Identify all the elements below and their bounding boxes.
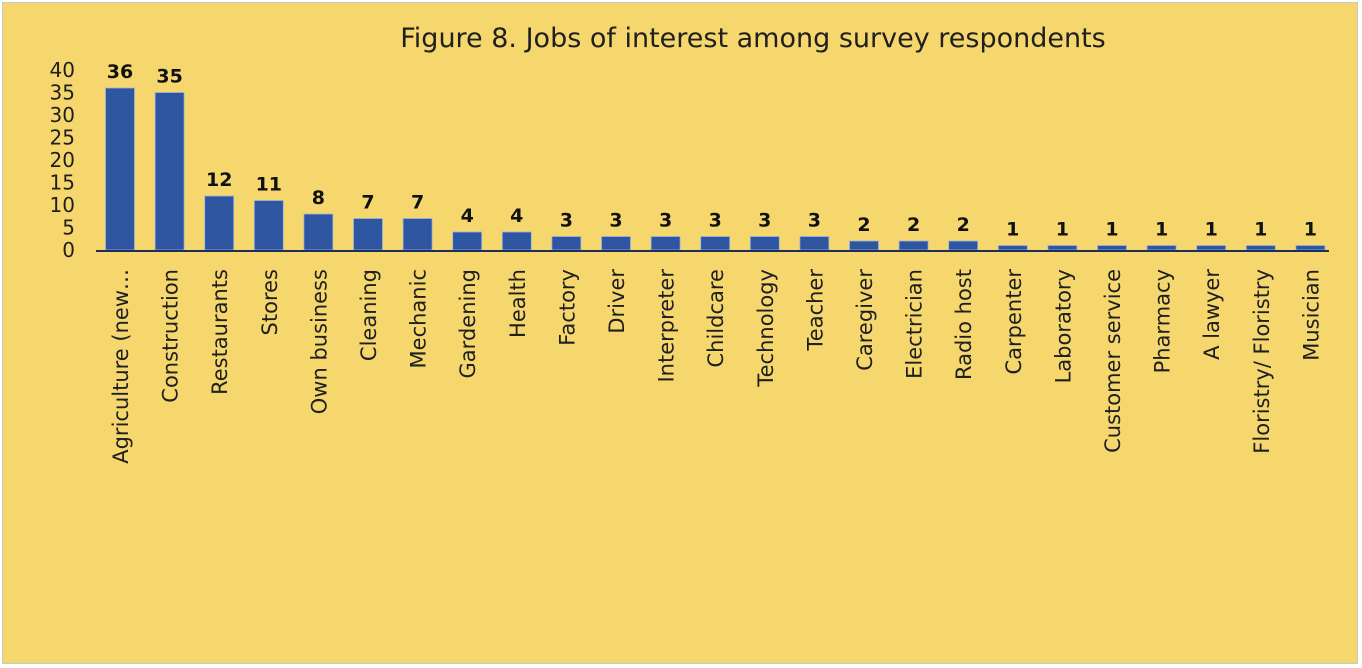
data-label: 11 — [256, 174, 282, 196]
x-axis-labels: Agriculture (new… Construction Restaurants… — [109, 269, 1323, 464]
bar — [551, 236, 582, 251]
data-label: 2 — [957, 214, 970, 236]
data-label: 1 — [1056, 219, 1069, 241]
bar — [204, 195, 235, 251]
data-label: 12 — [206, 169, 232, 191]
data-label: 7 — [361, 192, 374, 214]
category-label: Floristry/ Floristry — [1250, 269, 1274, 454]
bar — [501, 231, 532, 251]
category-label: Construction — [159, 269, 183, 403]
y-tick-label: 0 — [62, 238, 75, 262]
data-label: 7 — [411, 192, 424, 214]
bar — [948, 240, 979, 251]
bar — [353, 218, 383, 251]
category-label: Laboratory — [1051, 269, 1075, 383]
category-label: Stores — [258, 269, 282, 335]
bar — [253, 200, 284, 251]
bars — [105, 87, 1326, 251]
data-label: 4 — [510, 205, 523, 227]
category-label: Carpenter — [1002, 269, 1026, 375]
data-label: 3 — [659, 210, 672, 232]
bar — [601, 236, 631, 251]
category-label: Musician — [1299, 269, 1323, 361]
bar — [1146, 245, 1177, 251]
category-label: Driver — [605, 269, 629, 334]
category-label: Electrician — [903, 269, 927, 379]
bar — [452, 231, 483, 251]
data-label: 1 — [1105, 219, 1118, 241]
bar — [154, 92, 185, 251]
data-label: 1 — [1304, 219, 1317, 241]
category-label: A lawyer — [1200, 269, 1224, 360]
category-label: Cleaning — [357, 269, 381, 361]
data-label: 1 — [1155, 219, 1168, 241]
category-label: Agriculture (new… — [109, 269, 133, 464]
bar — [1295, 245, 1326, 251]
y-tick-label: 30 — [50, 103, 75, 127]
data-label: 1 — [1205, 219, 1218, 241]
data-label: 3 — [560, 210, 573, 232]
data-label: 3 — [758, 210, 771, 232]
category-label: Restaurants — [208, 269, 232, 395]
y-tick-label: 20 — [50, 148, 75, 172]
bar — [700, 236, 731, 251]
bar — [1047, 245, 1078, 251]
data-label: 2 — [907, 214, 920, 236]
category-label: Caregiver — [853, 269, 877, 371]
bar — [1245, 245, 1276, 251]
category-label: Factory — [555, 269, 579, 346]
bar — [1097, 245, 1127, 251]
data-label: 3 — [709, 210, 722, 232]
category-label: Mechanic — [407, 269, 431, 368]
category-label: Pharmacy — [1151, 269, 1175, 373]
bar — [898, 240, 929, 251]
bar — [402, 218, 433, 251]
bar — [650, 236, 681, 251]
data-label: 1 — [1254, 219, 1267, 241]
bar — [303, 213, 334, 251]
bar — [105, 87, 135, 251]
bar — [849, 240, 879, 251]
data-label: 35 — [156, 66, 182, 88]
category-label: Own business — [307, 269, 331, 414]
category-label: Gardening — [456, 269, 480, 378]
category-label: Radio host — [952, 269, 976, 380]
data-label: 3 — [808, 210, 821, 232]
category-label: Interpreter — [655, 269, 679, 383]
data-label: 4 — [461, 205, 474, 227]
category-label: Customer service — [1101, 269, 1125, 453]
data-label: 8 — [312, 187, 325, 209]
y-tick-label: 5 — [62, 216, 75, 240]
data-label: 3 — [609, 210, 622, 232]
y-tick-label: 40 — [50, 58, 75, 82]
bar — [997, 245, 1028, 251]
category-label: Teacher — [803, 269, 827, 352]
y-tick-label: 15 — [50, 171, 75, 195]
data-label: 2 — [857, 214, 870, 236]
bar — [749, 236, 780, 251]
bar — [1196, 245, 1227, 251]
y-tick-label: 10 — [50, 193, 75, 217]
category-label: Health — [506, 269, 530, 338]
data-label: 1 — [1006, 219, 1019, 241]
chart-title: Figure 8. Jobs of interest among survey … — [400, 23, 1106, 54]
category-label: Technology — [754, 269, 778, 388]
bar — [799, 236, 830, 251]
data-label: 36 — [107, 61, 133, 83]
category-label: Childcare — [704, 269, 728, 367]
y-tick-label: 35 — [50, 81, 75, 105]
y-tick-label: 25 — [50, 126, 75, 150]
